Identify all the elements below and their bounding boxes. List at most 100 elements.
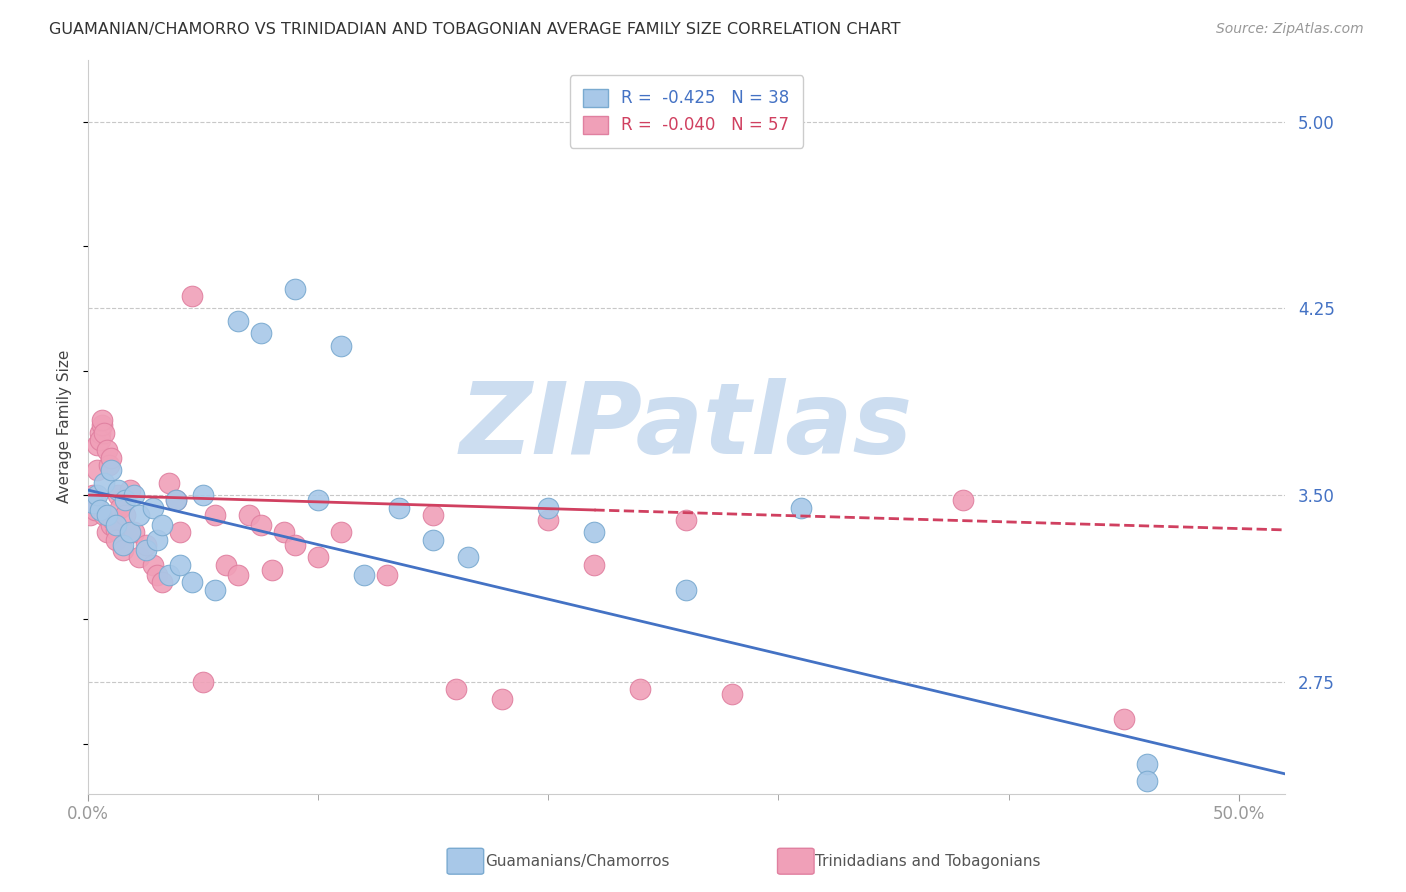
Point <box>375 567 398 582</box>
Point <box>353 567 375 582</box>
Point <box>82 488 104 502</box>
Point <box>457 550 479 565</box>
Point <box>537 500 560 515</box>
Point <box>107 488 129 502</box>
Point <box>226 314 249 328</box>
Point <box>226 567 249 582</box>
Point <box>157 567 180 582</box>
Point <box>330 339 353 353</box>
Point <box>93 508 115 522</box>
Point <box>790 500 813 515</box>
Point <box>86 488 108 502</box>
Point <box>537 513 560 527</box>
Point <box>86 438 108 452</box>
Point <box>422 508 444 522</box>
Point <box>114 508 136 522</box>
Point <box>157 475 180 490</box>
Point <box>169 525 191 540</box>
Text: Guamanians/Chamorros: Guamanians/Chamorros <box>485 855 669 869</box>
Point <box>142 500 165 515</box>
Point <box>100 517 122 532</box>
Point <box>180 289 202 303</box>
Point <box>118 483 141 497</box>
Point <box>146 567 169 582</box>
Point <box>96 508 118 522</box>
Point <box>84 503 107 517</box>
Point <box>82 495 104 509</box>
Point <box>135 538 157 552</box>
Point <box>89 503 111 517</box>
Point <box>249 326 271 341</box>
Point <box>100 463 122 477</box>
Point <box>104 517 127 532</box>
Point <box>169 558 191 572</box>
Point <box>388 500 411 515</box>
Point <box>446 682 468 697</box>
Y-axis label: Average Family Size: Average Family Size <box>58 350 72 503</box>
Point <box>165 493 187 508</box>
Point <box>193 488 215 502</box>
Point <box>91 418 114 433</box>
Point <box>100 450 122 465</box>
Point <box>110 500 132 515</box>
Text: Source: ZipAtlas.com: Source: ZipAtlas.com <box>1216 22 1364 37</box>
Point <box>93 425 115 440</box>
Point <box>284 538 307 552</box>
Point <box>79 508 101 522</box>
Legend: R =  -0.425   N = 38, R =  -0.040   N = 57: R = -0.425 N = 38, R = -0.040 N = 57 <box>569 75 803 147</box>
Point <box>146 533 169 547</box>
Point <box>104 523 127 537</box>
Point <box>422 533 444 547</box>
Point <box>97 458 120 473</box>
Point <box>628 682 651 697</box>
Point <box>583 525 606 540</box>
Text: Trinidadians and Tobagonians: Trinidadians and Tobagonians <box>815 855 1040 869</box>
Point <box>1136 756 1159 771</box>
Point <box>111 538 134 552</box>
Point <box>93 475 115 490</box>
Point <box>284 281 307 295</box>
Point <box>150 575 173 590</box>
Point <box>86 463 108 477</box>
Point <box>675 513 697 527</box>
Point <box>165 493 187 508</box>
Point <box>491 692 513 706</box>
Point <box>215 558 238 572</box>
Text: GUAMANIAN/CHAMORRO VS TRINIDADIAN AND TOBAGONIAN AVERAGE FAMILY SIZE CORRELATION: GUAMANIAN/CHAMORRO VS TRINIDADIAN AND TO… <box>49 22 901 37</box>
Point <box>193 674 215 689</box>
Point <box>89 434 111 448</box>
Point <box>583 558 606 572</box>
Point <box>128 508 150 522</box>
Point <box>91 413 114 427</box>
Text: ZIPatlas: ZIPatlas <box>460 378 912 475</box>
Point <box>114 493 136 508</box>
Point <box>84 493 107 508</box>
Point <box>128 550 150 565</box>
Point <box>135 542 157 557</box>
Point <box>107 483 129 497</box>
Point <box>96 525 118 540</box>
Point <box>111 542 134 557</box>
Point <box>122 525 145 540</box>
Point <box>204 582 226 597</box>
Point <box>238 508 260 522</box>
Point <box>150 517 173 532</box>
Point <box>118 525 141 540</box>
Point <box>122 488 145 502</box>
Point <box>204 508 226 522</box>
Point <box>1112 712 1135 726</box>
Point <box>307 493 329 508</box>
Point <box>675 582 697 597</box>
Point <box>262 563 284 577</box>
Point <box>1136 774 1159 789</box>
Point <box>307 550 329 565</box>
Point <box>721 687 744 701</box>
Point <box>103 513 125 527</box>
Point <box>330 525 353 540</box>
Point <box>249 517 271 532</box>
Point <box>89 425 111 440</box>
Point <box>96 443 118 458</box>
Point <box>180 575 202 590</box>
Point <box>142 558 165 572</box>
Point <box>952 493 974 508</box>
